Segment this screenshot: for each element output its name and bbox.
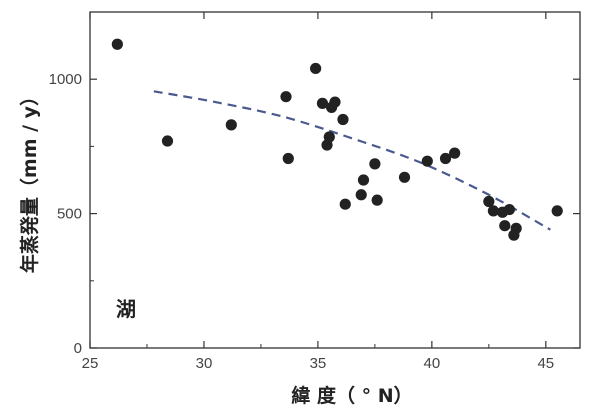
x-tick-label: 25 <box>82 355 99 372</box>
data-points <box>111 38 563 241</box>
x-tick-label: 30 <box>196 355 213 372</box>
y-tick-label: 1000 <box>49 71 82 88</box>
trend-line <box>153 90 551 231</box>
data-point <box>499 220 511 232</box>
axis-ticks <box>89 12 580 349</box>
x-axis-title: 緯 度（ ° N） <box>291 384 412 407</box>
x-tick-label: 35 <box>310 355 327 372</box>
data-point <box>369 158 381 170</box>
data-point <box>371 194 383 206</box>
data-point <box>449 147 461 159</box>
data-point <box>421 155 433 167</box>
plot-frame <box>89 11 581 349</box>
data-point <box>316 97 329 109</box>
data-point <box>551 205 563 217</box>
data-point <box>323 131 335 143</box>
data-point <box>439 152 452 165</box>
data-point <box>337 113 349 126</box>
data-point <box>357 174 370 186</box>
data-point <box>483 195 495 208</box>
data-point <box>355 189 367 201</box>
tick-labels: 25 30 35 40 45 0 500 1000 <box>49 71 555 372</box>
data-point <box>310 62 322 75</box>
y-axis-title: 年蒸発量（mm / y） <box>18 87 41 273</box>
x-tick-label: 40 <box>424 355 441 372</box>
data-point <box>329 96 341 108</box>
data-point <box>510 222 522 234</box>
data-point <box>487 205 499 217</box>
data-point <box>503 203 515 216</box>
data-point <box>398 171 411 183</box>
data-point <box>282 152 294 165</box>
data-point <box>280 91 292 103</box>
data-point <box>339 198 351 210</box>
y-tick-label: 500 <box>57 206 82 223</box>
data-point <box>111 38 123 50</box>
y-tick-label: 0 <box>74 340 82 357</box>
data-point <box>225 119 237 131</box>
x-tick-label: 45 <box>537 355 554 372</box>
data-point <box>161 135 174 147</box>
lake-annotation: 湖 <box>116 297 136 321</box>
